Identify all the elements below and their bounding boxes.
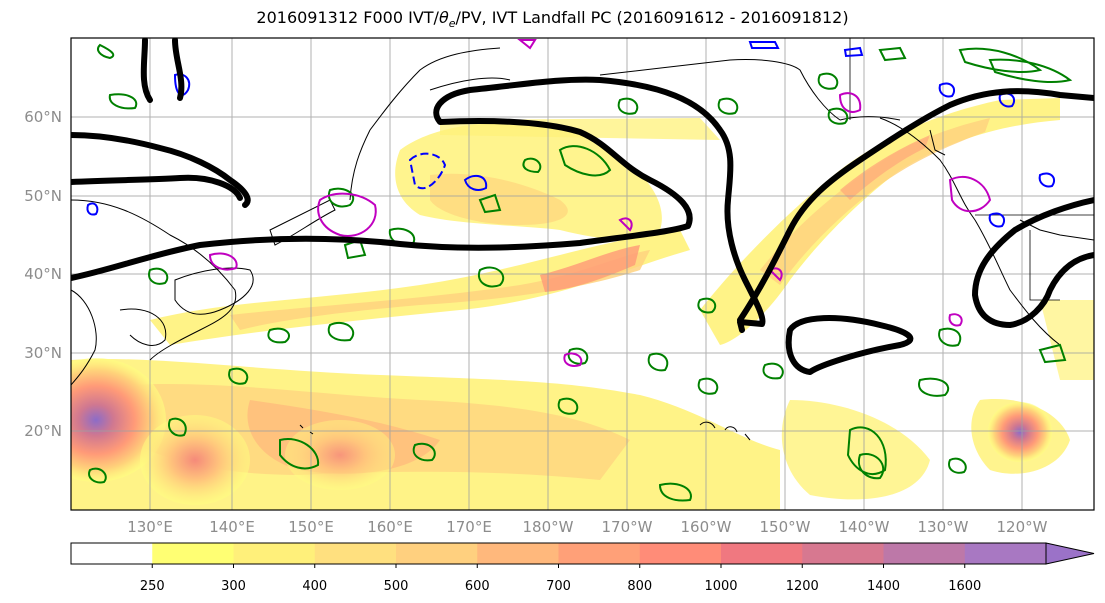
colorbar-label: 500 (384, 579, 409, 594)
colorbar-bin (477, 543, 559, 564)
lon-label: 140°E (209, 518, 255, 536)
colorbar-bin (964, 543, 1047, 564)
lon-label: 130°W (918, 518, 969, 536)
colorbar-label: 400 (302, 579, 327, 594)
lon-label: 180°W (523, 518, 574, 536)
colorbar-bin (883, 543, 966, 564)
lon-label: 170°W (602, 518, 653, 536)
colorbar-label: 1000 (704, 579, 737, 594)
colorbar-bin (721, 543, 803, 564)
colorbar-bin (802, 543, 884, 564)
ivt-shading (71, 98, 1094, 510)
colorbar-bin (233, 543, 316, 564)
lon-label: 150°E (288, 518, 334, 536)
theta-e-contours (71, 38, 1094, 375)
lat-label: 60°N (24, 108, 62, 126)
colorbar-label: 250 (140, 579, 165, 594)
longitude-labels: 130°E 140°E 150°E 160°E 170°E 180°W 170°W 160°W… (127, 518, 1047, 536)
colorbar-bin (314, 543, 397, 564)
lon-label: 150°W (760, 518, 811, 536)
colorbar-label: 700 (546, 579, 571, 594)
title-theta: θ (438, 8, 449, 27)
latitude-labels: 60°N 50°N 40°N 30°N 20°N (24, 108, 62, 440)
pv-contours (88, 43, 1073, 502)
lat-label: 40°N (24, 265, 62, 283)
colorbar-bin (558, 543, 641, 564)
lon-label: 170°E (446, 518, 492, 536)
title-prefix: 2016091312 F000 IVT/ (256, 8, 439, 27)
colorbar-label: 1200 (786, 579, 819, 594)
lon-label: 130°E (127, 518, 173, 536)
plot-border (70, 37, 1095, 511)
colorbar-label: 300 (221, 579, 246, 594)
lat-label: 30°N (24, 344, 62, 362)
colorbar-bin (396, 543, 478, 564)
colorbar-label: 1400 (867, 579, 900, 594)
lat-label: 20°N (24, 422, 62, 440)
colorbar-bin (152, 543, 234, 564)
colorbar-label: 1600 (948, 579, 981, 594)
colorbar-extend-arrow (1045, 542, 1095, 565)
title-suffix: /PV, IVT Landfall PC (2016091612 - 20160… (455, 8, 849, 27)
lat-label: 50°N (24, 187, 62, 205)
lon-label: 160°E (367, 518, 413, 536)
lon-label: 140°W (839, 518, 890, 536)
colorbar: 250 300 400 500 600 700 800 1000 1200 1400 1600 (70, 542, 1095, 594)
chart-title: 2016091312 F000 IVT/θe/PV, IVT Landfall … (0, 8, 1105, 30)
colorbar-label: 600 (465, 579, 490, 594)
lon-label: 160°W (681, 518, 732, 536)
colorbar-label: 800 (627, 579, 652, 594)
colorbar-bin (639, 543, 722, 564)
lon-label: 120°W (997, 518, 1048, 536)
title-theta-sub: e (448, 17, 456, 31)
colorbar-bin (71, 543, 153, 564)
